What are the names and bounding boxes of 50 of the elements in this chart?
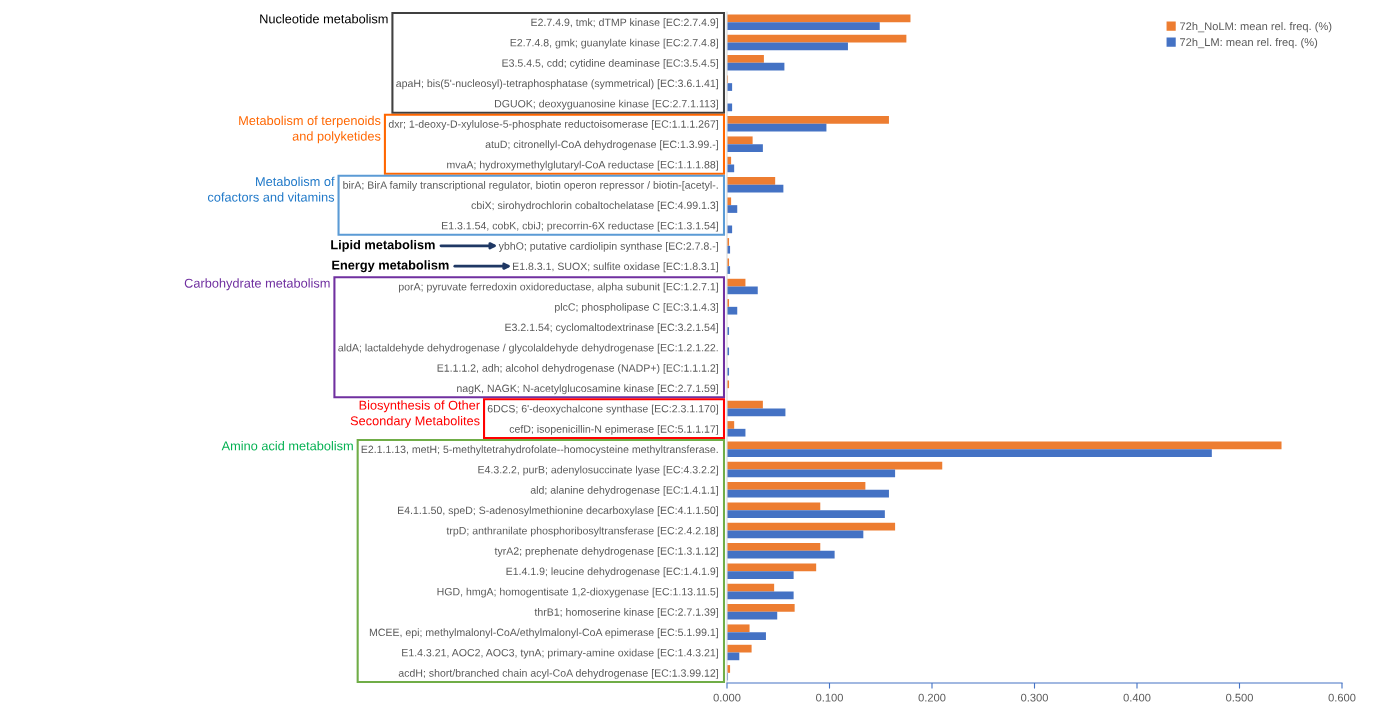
x-tick-label: 0.500 xyxy=(1226,693,1253,702)
y-tick-label: E2.7.4.9, tmk; dTMP kinase [EC:2.7.4.9] xyxy=(531,18,718,29)
y-tick-label: E3.2.1.54; cyclomaltodextrinase [EC:3.2.1.54] xyxy=(505,323,718,334)
x-tick-label: 0.100 xyxy=(816,693,843,702)
y-tick-label: 6DCS; 6'-deoxychalcone synthase [EC:2.3.1.170] xyxy=(487,404,718,415)
x-tick-label: 0.600 xyxy=(1328,693,1356,702)
y-tick-label: trpD; anthranilate phosphoribosyltransferase [EC:2.4.2.18] xyxy=(446,526,718,537)
x-tick-label: 0.300 xyxy=(1021,693,1048,702)
y-tick-label: ald; alanine dehydrogenase [EC:1.4.1.1] xyxy=(530,486,718,496)
text: Metabolism of terpenoids and polyketides xyxy=(239,115,381,144)
y-tick-label: E2.7.4.8, gmk; guanylate kinase [EC:2.7.4.8] xyxy=(510,38,718,49)
x-tick-label: 0.200 xyxy=(918,693,946,702)
y-tick-label: ybhO; putative cardiolipin synthase [EC:2.7.8.-] xyxy=(498,242,718,252)
text: Energy metabolism xyxy=(332,260,449,273)
y-tick-label: porA; pyruvate ferredoxin oxidoreductase, alpha subunit [EC:1.2.7.1] xyxy=(398,282,718,293)
text: Amino acid metabolism xyxy=(221,441,353,451)
y-tick-label: E1.1.1.2, adh; alcohol dehydrogenase (NADP+) [EC:1.1.1.2] xyxy=(437,364,718,374)
text: Carbohydrate metabolism xyxy=(184,278,330,291)
y-tick-label: birA; BirA family transcriptional regulator, biotin operon repressor / biotin-[acetyl-. xyxy=(343,181,718,191)
y-tick-label: E2.1.1.13, metH; 5-methyltetrahydrofolate--homocysteine methyltransferase. xyxy=(361,445,718,456)
y-tick-label: DGUOK; deoxyguanosine kinase [EC:2.7.1.113] xyxy=(495,99,718,110)
legend-label: 72h_NoLM: mean rel. freq. (%) xyxy=(1180,22,1332,33)
text: Lipid metabolism xyxy=(331,239,435,252)
y-tick-label: tyrA2; prephenate dehydrogenase [EC:1.3.1.12] xyxy=(494,547,718,557)
text: Metabolism of cofactors and vitamins xyxy=(207,176,335,202)
y-tick-label: E1.3.1.54, cobK, cbiJ; precorrin-6X reductase [EC:1.3.1.54] xyxy=(442,221,718,232)
text: Biosynthesis of Other Secondary Metabolites xyxy=(350,400,480,428)
x-tick-label: 0.400 xyxy=(1123,693,1151,702)
y-tick-label: thrB1; homoserine kinase [EC:2.7.1.39] xyxy=(534,608,718,618)
y-tick-label: E1.4.1.9; leucine dehydrogenase [EC:1.4.1.9] xyxy=(506,567,718,578)
y-tick-label: E4.1.1.50, speD; S-adenosylmethionine decarboxylase [EC:4.1.1.50] xyxy=(398,506,718,517)
y-tick-label: HGD, hmgA; homogentisate 1,2-dioxygenase [EC:1.13.11.5] xyxy=(437,587,718,598)
y-tick-label: cefD; isopenicillin-N epimerase [EC:5.1.1.17] xyxy=(509,425,718,435)
y-tick-label: acdH; short/branched chain acyl-CoA dehydrogenase [EC:1.3.99.12] xyxy=(398,669,718,679)
y-tick-label: aldA; lactaldehyde dehydrogenase / glycolaldehyde dehydrogenase [EC:1.2.1.22. xyxy=(338,343,718,354)
text: Nucleotide metabolism xyxy=(260,14,388,24)
y-tick-label: atuD; citronellyl-CoA dehydrogenase [EC:1.3.99.-] xyxy=(485,140,718,151)
y-tick-label: E1.8.3.1, SUOX; sulfite oxidase [EC:1.8.3.1] xyxy=(513,262,718,273)
y-tick-label: plcC; phospholipase C [EC:3.1.4.3] xyxy=(555,303,718,313)
y-tick-label: E4.3.2.2, purB; adenylosuccinate lyase [EC:4.3.2.2] xyxy=(478,465,718,476)
y-tick-label: mvaA; hydroxymethylglutaryl-CoA reductase [EC:1.1.1.88] xyxy=(447,160,718,171)
y-tick-label: E1.4.3.21, AOC2, AOC3, tynA; primary-amine oxidase [EC:1.4.3.21] xyxy=(402,648,718,659)
y-tick-label: MCEE, epi; methylmalonyl-CoA/ethylmalonyl-CoA epimerase [EC:5.1.99.1] xyxy=(369,628,718,639)
y-tick-label: nagK, NAGK; N-acetylglucosamine kinase [EC:2.7.1.59] xyxy=(457,384,718,395)
y-tick-label: apaH; bis(5'-nucleosyl)-tetraphosphatase (symmetrical) [EC:3.6.1.41] xyxy=(396,79,718,90)
y-tick-label: dxr; 1-deoxy-D-xylulose-5-phosphate reductoisomerase [EC:1.1.1.267] xyxy=(388,120,718,130)
y-tick-label: cbiX; sirohydrochlorin cobaltochelatase [EC:4.99.1.3] xyxy=(471,201,718,212)
x-tick-label: 0.000 xyxy=(713,693,741,702)
y-tick-label: E3.5.4.5, cdd; cytidine deaminase [EC:3.5.4.5] xyxy=(502,59,718,69)
legend-label: 72h_LM: mean rel. freq. (%) xyxy=(1180,37,1318,49)
